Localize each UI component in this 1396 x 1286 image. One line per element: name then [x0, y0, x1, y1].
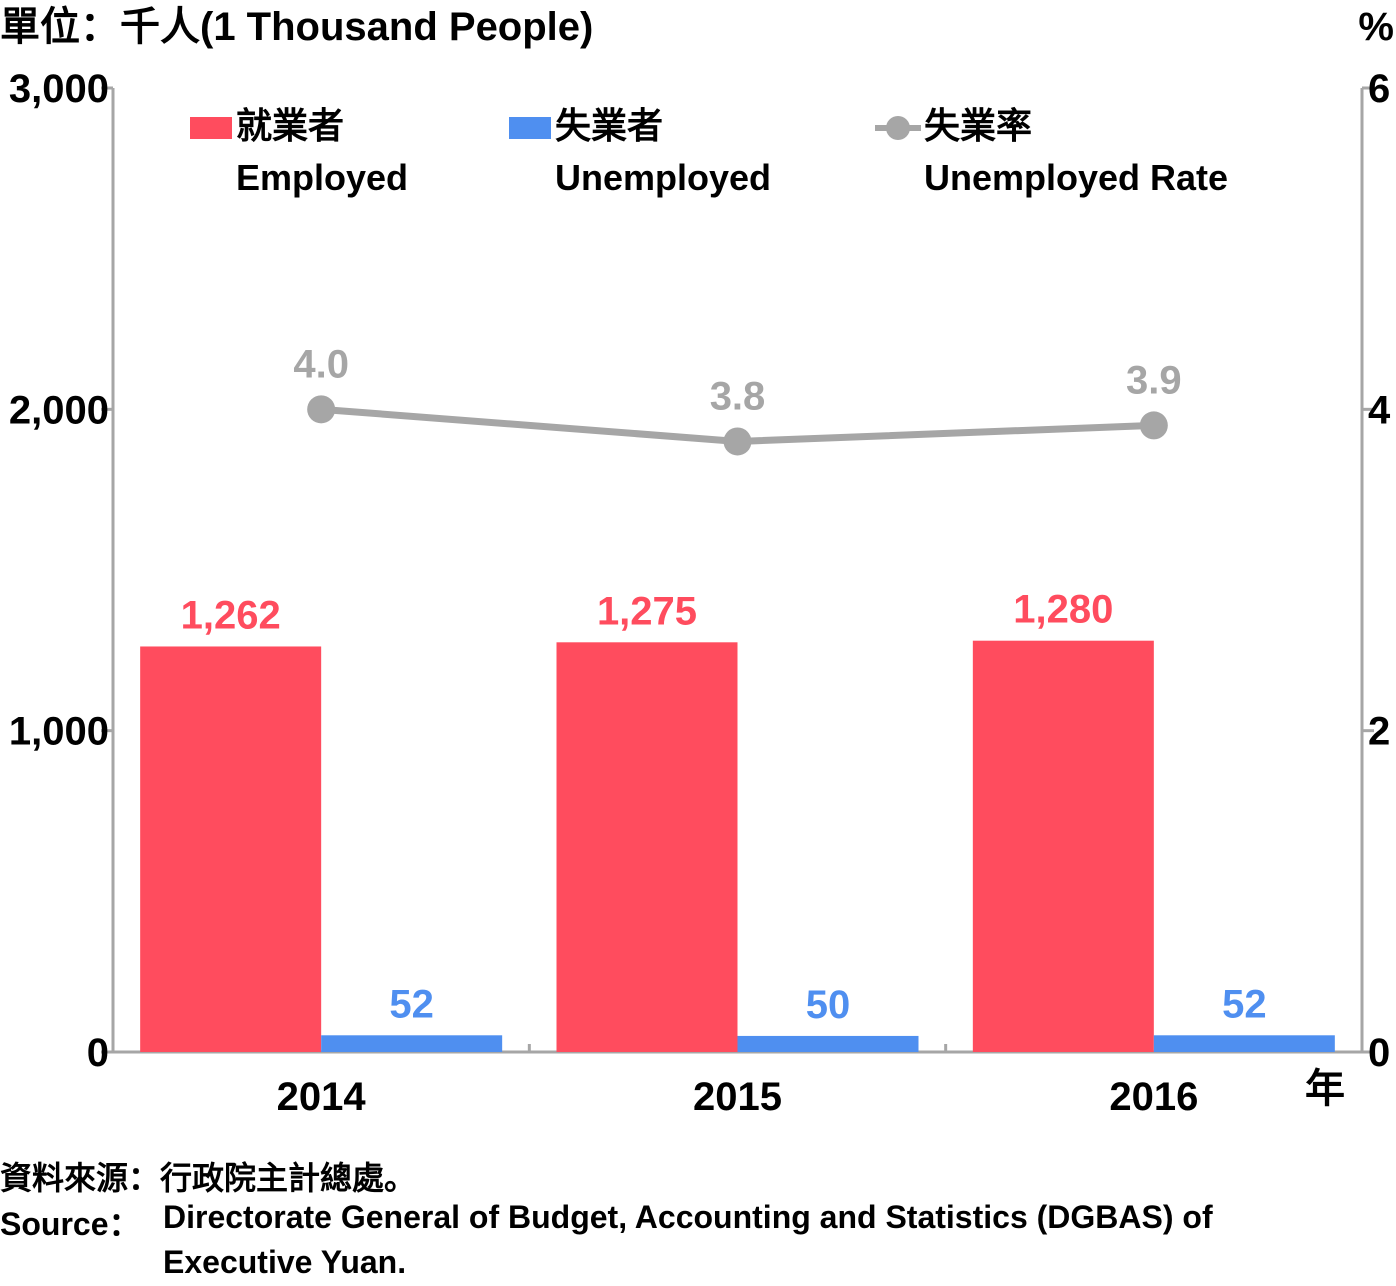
bar-value-label: 1,262: [181, 593, 281, 637]
rate-value-label: 3.8: [710, 374, 766, 418]
bar-value-label: 1,280: [1013, 588, 1113, 632]
right-tick-label: 2: [1368, 710, 1390, 754]
legend-unemployed-en: Unemployed: [555, 157, 771, 198]
right-tick-label: 6: [1368, 67, 1390, 111]
legend-rate-en: Unemployed Rate: [924, 157, 1228, 198]
x-axis-unit: 年: [1305, 1067, 1345, 1111]
left-tick-label: 3,000: [9, 67, 109, 111]
source-en-label: Source：: [0, 1206, 141, 1242]
right-tick-label: 0: [1368, 1031, 1390, 1075]
legend-unemployed-zh: 失業者: [555, 105, 663, 146]
bar-value-label: 52: [389, 982, 434, 1026]
legend-employed-en: Employed: [236, 157, 408, 198]
rate-point: [1139, 411, 1168, 440]
source-en-line2: Executive Yuan.: [163, 1244, 407, 1280]
rate-value-label: 4.0: [293, 342, 349, 386]
legend-swatch-unemployed: [509, 117, 551, 139]
bar-employed: [972, 640, 1154, 1052]
rate-value-label: 3.9: [1126, 358, 1182, 402]
left-tick-label: 2,000: [9, 388, 109, 432]
right-unit-label: %: [1358, 5, 1394, 49]
bar-employed: [140, 646, 322, 1052]
bar-unemployed: [737, 1035, 919, 1052]
bar-unemployed: [1153, 1035, 1335, 1052]
legend: 就業者 Employed 失業者 Unemployed 失業率 Unemploy…: [190, 105, 1228, 198]
x-tick-label: 2015: [693, 1075, 782, 1119]
right-tick-label: 4: [1368, 388, 1391, 432]
chart: 單位：千人(1 Thousand People) % 0 1,000 2,000 3,…: [0, 5, 1394, 1119]
unit-label: 單位：千人(1 Thousand People): [0, 5, 593, 49]
rate-point: [307, 395, 336, 424]
legend-employed-zh: 就業者: [236, 105, 344, 146]
left-tick-label: 1,000: [9, 710, 109, 754]
bar-value-label: 1,275: [597, 589, 697, 633]
x-tick-label: 2016: [1109, 1075, 1198, 1119]
bar-value-label: 50: [806, 983, 851, 1027]
legend-rate-zh: 失業率: [924, 105, 1032, 146]
source-zh: 資料來源：行政院主計總處。: [0, 1160, 417, 1196]
source-en-line1: Directorate General of Budget, Accountin…: [163, 1199, 1213, 1235]
left-tick-label: 0: [87, 1031, 109, 1075]
bar-value-label: 52: [1222, 982, 1267, 1026]
rate-point: [723, 427, 752, 456]
legend-swatch-rate-marker: [886, 116, 910, 140]
legend-swatch-employed: [190, 117, 232, 139]
bar-unemployed: [321, 1035, 503, 1052]
bar-employed: [556, 642, 738, 1052]
x-tick-label: 2014: [277, 1075, 367, 1119]
